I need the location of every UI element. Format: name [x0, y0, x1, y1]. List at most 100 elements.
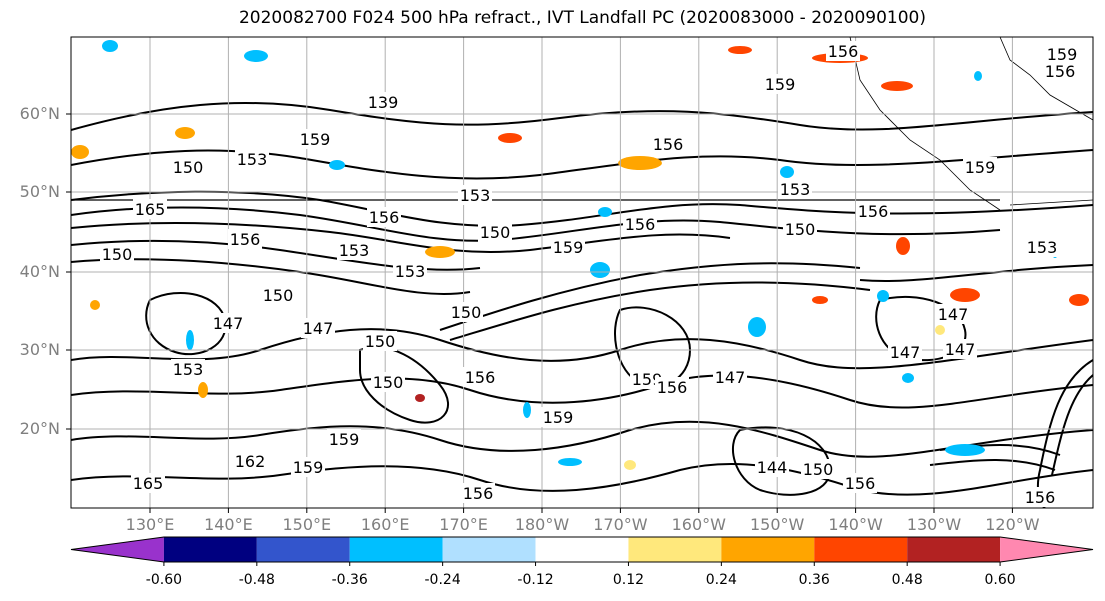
contour-label: 159	[300, 130, 331, 149]
colorbar-swatch	[535, 537, 629, 562]
contour-label: 159	[293, 458, 324, 477]
contour-label: 156	[369, 208, 400, 227]
colorbar-tick-label: -0.60	[145, 572, 183, 588]
contour-label: 150	[451, 303, 482, 322]
contour-label-bg	[651, 134, 685, 154]
contour-label-bg	[1025, 237, 1059, 257]
colorbar-tick-label: -0.12	[517, 572, 554, 588]
lon-tick-label: 130°W	[906, 515, 962, 534]
contour-label-bg	[856, 201, 890, 221]
graticule	[71, 37, 1093, 508]
contour-label-bg	[100, 244, 134, 264]
lon-tick-label: 140°E	[204, 515, 253, 534]
contour-label-bg	[337, 240, 371, 260]
lat-tick-marks	[66, 113, 71, 430]
contour-label: 159	[765, 75, 796, 94]
lon-tick-label: 150°W	[750, 515, 805, 534]
colorbar	[70, 536, 1094, 566]
contour-label: 153	[460, 186, 491, 205]
contour-label: 156	[828, 42, 859, 61]
contour-label: 156	[858, 202, 889, 221]
contour-label: 153	[173, 360, 204, 379]
contour-label-bg	[801, 459, 835, 479]
contour-label-bg	[1023, 487, 1057, 507]
contour-label-bg	[623, 214, 657, 234]
contour-label: 156	[625, 215, 656, 234]
lon-tick-label: 170°E	[439, 515, 488, 534]
contour-label: 159	[329, 430, 360, 449]
contour-label: 147	[715, 368, 746, 387]
colorbar-swatch	[349, 537, 443, 562]
contour-label: 159	[1047, 45, 1078, 64]
contour-label-bg	[371, 372, 405, 392]
contour-label-bg	[171, 359, 205, 379]
map-title: 2020082700 F024 500 hPa refract., IVT La…	[238, 8, 926, 28]
colorbar-tick-label: 0.12	[612, 572, 645, 588]
contour-label: 147	[213, 314, 244, 333]
contour-label-bg	[461, 483, 495, 503]
colorbar-extend-high	[1000, 537, 1093, 562]
contour-label-bg	[463, 367, 497, 387]
lon-tick-label: 120°W	[985, 515, 1040, 534]
contour-label-bg	[301, 318, 335, 338]
contour-label: 156	[657, 378, 688, 397]
contour-label-bg	[298, 129, 332, 149]
colorbar-tick-label: 0.24	[705, 572, 737, 588]
contour-label-bg	[449, 302, 483, 322]
contour-label: 147	[945, 340, 976, 359]
contour-label-bg	[755, 457, 789, 477]
colorbar-tick-label: -0.24	[424, 572, 461, 588]
contour-label-bg	[478, 222, 512, 242]
contour-label-bg	[826, 41, 860, 61]
contour-label-bg	[541, 407, 575, 427]
lat-tick-label: 20°N	[19, 419, 60, 438]
colorbar-swatch	[907, 537, 1001, 562]
colorbar-tick-label: 0.36	[798, 572, 830, 588]
lon-tick-label: 160°E	[360, 515, 410, 534]
contour-label: 150	[373, 373, 404, 392]
contour-label-bg	[963, 157, 997, 177]
contour-label: 150	[480, 223, 511, 242]
contour-label-bg	[551, 237, 585, 257]
lon-tick-label: 140°W	[828, 515, 883, 534]
contour-label: 147	[938, 305, 969, 324]
contour-label-bg	[235, 149, 269, 169]
contour-label-bg	[778, 179, 812, 199]
contour-label-bg	[1045, 44, 1079, 64]
contour-label: 147	[303, 319, 334, 338]
colorbar-tick-label: -0.36	[331, 572, 368, 588]
contour-label-bg	[458, 185, 492, 205]
contour-label-bg	[233, 451, 267, 471]
colorbar-tick-label: -0.48	[238, 572, 275, 588]
contour-label: 150	[803, 460, 834, 479]
contour-label-bg	[291, 457, 325, 477]
colorbar-tick-label: 0.48	[891, 572, 923, 588]
lon-tick-label: 130°E	[125, 515, 175, 534]
lon-tick-marks	[149, 508, 1013, 513]
contour-label: 156	[230, 230, 261, 249]
contour-label: 150	[102, 245, 133, 264]
contour-label-bg	[211, 313, 245, 333]
contour-label: 156	[1045, 62, 1076, 81]
contour-label: 159	[553, 238, 584, 257]
colorbar-swatch	[442, 537, 536, 562]
colorbar-swatch	[628, 537, 722, 562]
contour-label-bg	[1043, 61, 1077, 81]
contour-label: 156	[463, 484, 494, 503]
contour-label-bg	[228, 229, 262, 249]
contour-label: 153	[237, 150, 268, 169]
contour-label-bg	[888, 342, 922, 362]
contour-label-bg	[763, 74, 797, 94]
contour-label: 165	[133, 474, 164, 493]
contour-label: 159	[543, 408, 574, 427]
lat-tick-label: 60°N	[19, 104, 60, 123]
contour-label-bg	[133, 199, 167, 219]
colorbar-swatch	[163, 537, 257, 562]
contour-label-bg	[655, 377, 689, 397]
contour-label: 156	[845, 474, 876, 493]
contour-label-bg	[843, 473, 877, 493]
contour-label: 150	[365, 332, 396, 351]
colorbar-extend-low	[71, 537, 164, 562]
